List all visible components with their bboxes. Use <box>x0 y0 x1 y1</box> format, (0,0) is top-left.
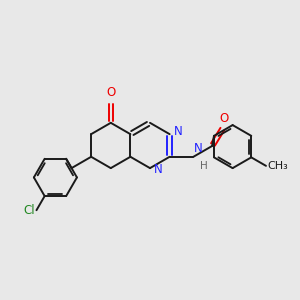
Text: Cl: Cl <box>24 204 35 217</box>
Text: CH₃: CH₃ <box>267 161 288 171</box>
Text: O: O <box>106 86 116 99</box>
Text: N: N <box>154 163 163 176</box>
Text: N: N <box>194 142 203 155</box>
Text: H: H <box>200 161 208 171</box>
Text: N: N <box>174 125 182 138</box>
Text: O: O <box>220 112 229 125</box>
